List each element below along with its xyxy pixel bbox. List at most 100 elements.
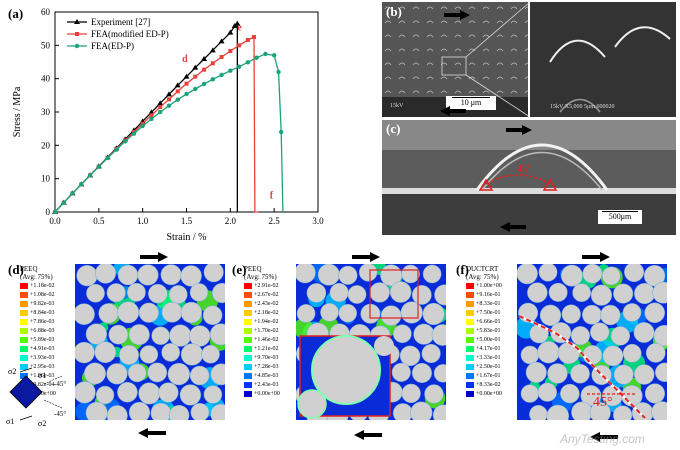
legend-swatch (244, 346, 252, 353)
data-point (271, 53, 277, 58)
legend-value: +6.88e-03 (30, 327, 55, 334)
legend-d-level: +7.86e-03 (20, 317, 56, 326)
legend-d-var: PEEQ (20, 265, 38, 273)
data-point (201, 56, 208, 61)
data-point (79, 182, 84, 187)
legend-swatch (244, 373, 252, 380)
x-tick-label: 3.0 (312, 216, 324, 226)
legend-swatch (466, 310, 474, 317)
x-axis-label: Strain / % (167, 232, 207, 240)
data-point (219, 72, 224, 78)
sem-info-b-left: 15kV (390, 103, 404, 109)
legend-value: +1.21e-02 (254, 345, 279, 352)
legend-swatch (466, 391, 474, 398)
legend-swatch (466, 337, 474, 344)
legend-value: +9.70e-03 (254, 354, 279, 361)
panel-b-label: (b) (386, 4, 402, 19)
legend-e: PEEQ (Avg: 75%) +2.91e-02 +2.67e-02 +2.43e… (244, 265, 280, 398)
legend-swatch (244, 382, 252, 389)
scale-bar-b-text: 10 μm (460, 98, 482, 107)
legend-swatch (244, 391, 252, 398)
y-tick-label: 10 (41, 174, 51, 184)
panel-c-label: (c) (386, 121, 401, 136)
stress-strain-chart: 0.0 0.5 1.0 1.5 2.0 2.5 3.0 0 10 20 30 40 50 60 Strain… (12, 7, 324, 240)
data-point (140, 123, 145, 129)
legend-e-level: +4.85e-03 (244, 371, 280, 380)
sigma-label-3: σ1 (6, 417, 14, 426)
data-point (87, 173, 93, 178)
legend-swatch (244, 292, 252, 299)
legend-f-var: DUCTCRT (466, 265, 499, 273)
data-point (227, 29, 234, 35)
legend-swatch (20, 364, 28, 371)
legend-swatch (20, 373, 28, 380)
data-point (184, 91, 189, 97)
scale-bar-c-text: 500μm (608, 212, 632, 221)
legend-f-avg: (Avg: 75%) (466, 273, 499, 281)
legend-swatch (244, 337, 252, 344)
legend-swatch (20, 355, 28, 362)
legend-value: +6.66e-01 (476, 318, 501, 325)
legend-d-level: +2.95e-03 (20, 362, 56, 371)
arrow-left-c-icon (500, 222, 526, 232)
data-point (228, 49, 233, 53)
legend-swatch (244, 328, 252, 335)
arrow-right-f-icon (582, 252, 610, 262)
data-point (234, 20, 241, 26)
legend-swatch (466, 373, 474, 380)
legend-marker (75, 32, 79, 36)
legend-value: +8.84e-03 (30, 309, 55, 316)
data-point (209, 47, 216, 53)
legend-f-level: +7.50e-01 (466, 308, 502, 317)
sem-image-b-right (530, 2, 676, 117)
scale-bar-c: 500μm (598, 210, 642, 224)
legend-d-level: +5.89e-03 (20, 335, 56, 344)
legend-value: +1.00e+00 (476, 282, 502, 289)
data-point (175, 97, 180, 102)
y-axis-label: Stress / MPa (12, 86, 23, 137)
data-point (218, 38, 225, 44)
legend-value: +1.46e-02 (254, 336, 279, 343)
legend-swatch (20, 337, 28, 344)
sigma-label-2: σ1 (38, 371, 46, 380)
legend-value: +4.85e-03 (254, 372, 279, 379)
data-point (158, 109, 163, 115)
data-point (96, 164, 102, 169)
legend-value: +1.70e-02 (254, 327, 279, 334)
legend-f-level: +9.16e-01 (466, 290, 502, 299)
data-point (114, 147, 119, 152)
legend-label-2: FEA(ED-P) (91, 41, 134, 51)
data-point (254, 55, 259, 60)
data-point (245, 60, 251, 65)
data-point (174, 82, 181, 88)
angle-label-f: 45° (593, 395, 613, 410)
annotation-e: e (237, 22, 242, 33)
arrow-left-e-icon (354, 430, 382, 440)
data-point (219, 55, 224, 59)
legend-f-level: +0.00e+00 (466, 389, 502, 398)
legend-d: PEEQ (Avg: 75%) +1.18e-02 +1.08e-02 +9.82e… (20, 265, 56, 398)
data-point (192, 64, 199, 70)
legend-f-level: +1.00e+00 (466, 281, 502, 290)
data-point (157, 100, 164, 106)
legend-label-1: FEA(modified ED-P) (91, 29, 169, 39)
legend-swatch (20, 283, 28, 290)
legend-value: +8.33e-01 (476, 300, 501, 307)
legend-value: +3.33e-01 (476, 354, 501, 361)
angle-label-c: 45° (517, 164, 531, 175)
legend-f-level: +8.33e-01 (466, 299, 502, 308)
watermark: AnyTesting.com (560, 432, 645, 446)
y-tick-label: 50 (41, 40, 51, 50)
annotation-d: d (182, 54, 188, 65)
y-tick-label: 40 (41, 74, 51, 84)
legend-f-level: +4.17e-01 (466, 344, 502, 353)
data-point (105, 155, 110, 161)
legend-swatch (20, 301, 28, 308)
sem-image-c (382, 120, 676, 235)
data-point (122, 139, 128, 144)
legend-value: +9.82e-03 (30, 300, 55, 307)
legend-value: +5.89e-03 (30, 336, 55, 343)
scale-bar-b: 10 μm (446, 96, 496, 110)
legend-e-avg: (Avg: 75%) (244, 273, 277, 281)
legend-value: +0.00e+00 (476, 390, 502, 397)
